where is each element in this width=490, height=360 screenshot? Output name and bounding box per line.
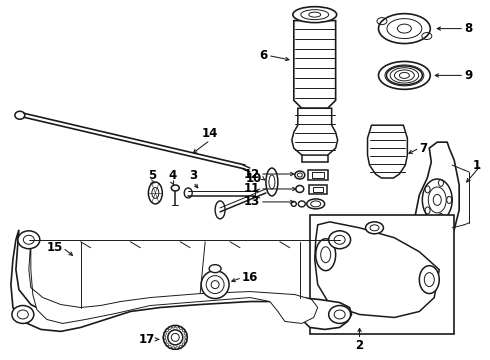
Ellipse shape <box>295 171 305 179</box>
Ellipse shape <box>419 266 439 293</box>
Text: 10: 10 <box>245 171 262 185</box>
Polygon shape <box>368 125 407 178</box>
Ellipse shape <box>296 185 304 193</box>
Ellipse shape <box>307 199 325 209</box>
Text: 8: 8 <box>464 22 472 35</box>
Ellipse shape <box>163 325 187 349</box>
Ellipse shape <box>292 201 296 206</box>
Text: 17: 17 <box>139 333 155 346</box>
Text: 3: 3 <box>189 169 197 182</box>
Bar <box>309 185 327 194</box>
Text: 13: 13 <box>244 195 260 208</box>
Ellipse shape <box>329 306 350 323</box>
Text: 14: 14 <box>202 127 219 140</box>
Polygon shape <box>415 142 459 250</box>
Ellipse shape <box>316 239 336 271</box>
Ellipse shape <box>15 111 25 119</box>
Ellipse shape <box>148 182 162 204</box>
Ellipse shape <box>293 7 337 23</box>
Text: 15: 15 <box>47 241 63 254</box>
Text: 2: 2 <box>355 339 364 352</box>
Text: 5: 5 <box>148 169 156 182</box>
Ellipse shape <box>329 231 350 249</box>
Ellipse shape <box>12 306 34 323</box>
Text: 4: 4 <box>168 169 176 182</box>
Ellipse shape <box>298 201 305 207</box>
Ellipse shape <box>266 168 278 196</box>
Polygon shape <box>294 21 336 108</box>
Text: 6: 6 <box>260 49 268 62</box>
Bar <box>313 187 323 192</box>
Ellipse shape <box>378 14 430 44</box>
Text: 11: 11 <box>244 183 260 195</box>
Text: 16: 16 <box>242 271 258 284</box>
Polygon shape <box>29 240 318 323</box>
Ellipse shape <box>422 179 452 221</box>
Ellipse shape <box>201 271 229 298</box>
Ellipse shape <box>184 188 192 198</box>
Ellipse shape <box>172 185 179 191</box>
Ellipse shape <box>378 62 430 89</box>
Ellipse shape <box>215 201 225 219</box>
Polygon shape <box>315 222 439 318</box>
Text: 7: 7 <box>419 141 427 155</box>
Text: 12: 12 <box>244 167 260 180</box>
Text: 9: 9 <box>464 69 472 82</box>
Bar <box>308 170 328 180</box>
Text: 1: 1 <box>473 158 481 172</box>
Polygon shape <box>292 108 338 155</box>
Polygon shape <box>11 230 352 332</box>
Ellipse shape <box>18 231 40 249</box>
Bar <box>310 215 454 334</box>
Bar <box>312 172 324 178</box>
Ellipse shape <box>366 222 384 234</box>
Ellipse shape <box>209 265 221 273</box>
